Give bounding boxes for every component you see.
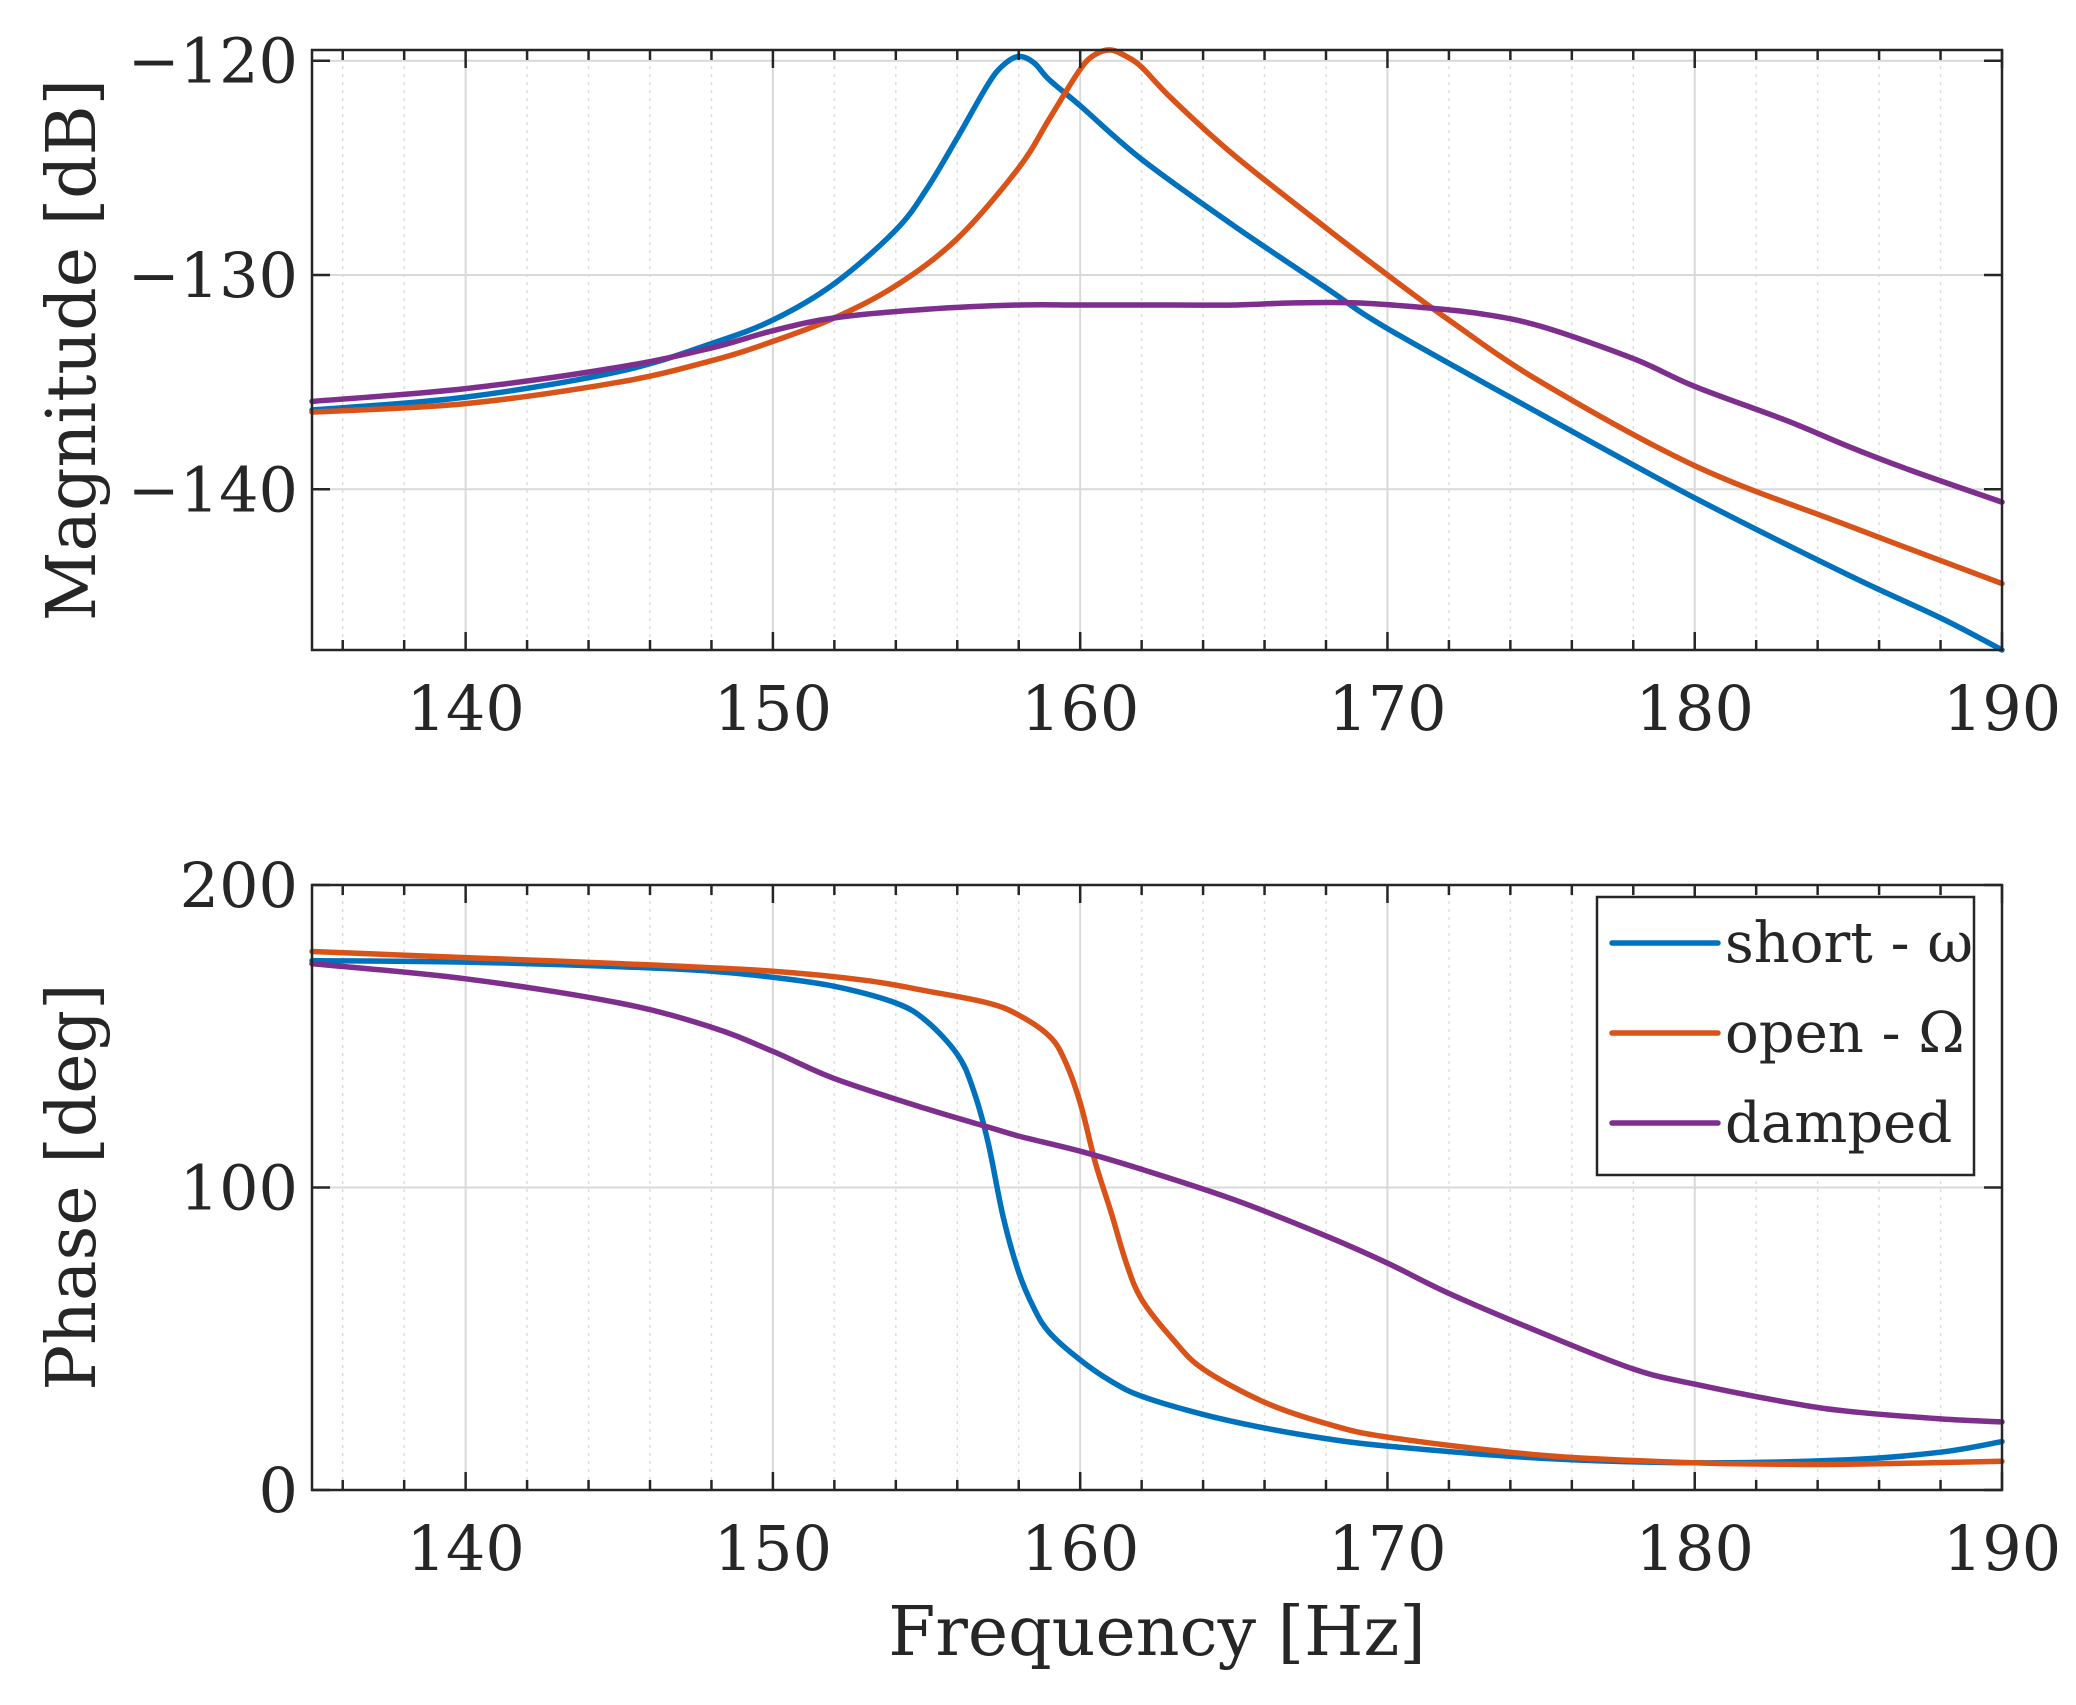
magnitude-axes-box [310, 48, 2004, 652]
magnitude-x-tick-label: 160 [1021, 672, 1139, 745]
magnitude-x-tick-label: 140 [406, 672, 524, 745]
legend-item-open: open - Ω [1609, 1001, 1965, 1066]
phase-tick-labels: 140 150 160 170 180 190 0 100 200 [180, 849, 2062, 1585]
magnitude-y-axis-label: Magnitude [dB] [33, 79, 112, 621]
phase-y-tick-label: 0 [259, 1454, 298, 1527]
legend: short - ω open - Ω damped [1595, 895, 1976, 1177]
magnitude-ticks [312, 50, 2004, 650]
magnitude-x-tick-label: 190 [1943, 672, 2061, 745]
x-axis-label: Frequency [Hz] [888, 1593, 1426, 1672]
phase-panel: 140 150 160 170 180 190 0 100 200 Phase [deg] Fr… [33, 849, 2061, 1672]
legend-label-damped: damped [1725, 1091, 1952, 1156]
phase-x-tick-label: 190 [1943, 1512, 2061, 1585]
magnitude-line-short [309, 53, 2005, 653]
magnitude-x-tick-label: 150 [714, 672, 832, 745]
phase-line-open [309, 948, 2005, 1468]
magnitude-y-tick-label: −120 [128, 25, 298, 98]
magnitude-tick-labels: 140 150 160 170 180 190 −140 −130 −120 [128, 25, 2061, 745]
phase-x-tick-label: 160 [1021, 1512, 1139, 1585]
legend-item-short: short - ω [1609, 911, 1973, 976]
legend-label-open: open - Ω [1725, 1001, 1965, 1066]
phase-y-axis-label: Phase [deg] [33, 983, 112, 1390]
phase-y-tick-label: 100 [180, 1152, 298, 1225]
magnitude-grid [312, 50, 2003, 650]
magnitude-y-tick-label: −140 [128, 453, 298, 526]
magnitude-x-tick-label: 180 [1636, 672, 1754, 745]
legend-item-damped: damped [1609, 1091, 1952, 1156]
phase-y-tick-label: 200 [180, 849, 298, 922]
magnitude-y-tick-label: −130 [128, 239, 298, 312]
magnitude-panel: 140 150 160 170 180 190 −140 −130 −120 Magnitude… [33, 25, 2061, 745]
phase-series [309, 948, 2005, 1468]
phase-ticks [312, 883, 2004, 1492]
magnitude-line-damped [309, 299, 2005, 505]
phase-x-tick-label: 150 [714, 1512, 832, 1585]
phase-line-damped [309, 960, 2005, 1425]
phase-x-tick-label: 180 [1636, 1512, 1754, 1585]
legend-label-short: short - ω [1725, 911, 1973, 976]
phase-x-tick-label: 170 [1328, 1512, 1446, 1585]
phase-x-tick-label: 140 [406, 1512, 524, 1585]
magnitude-x-tick-label: 170 [1328, 672, 1446, 745]
